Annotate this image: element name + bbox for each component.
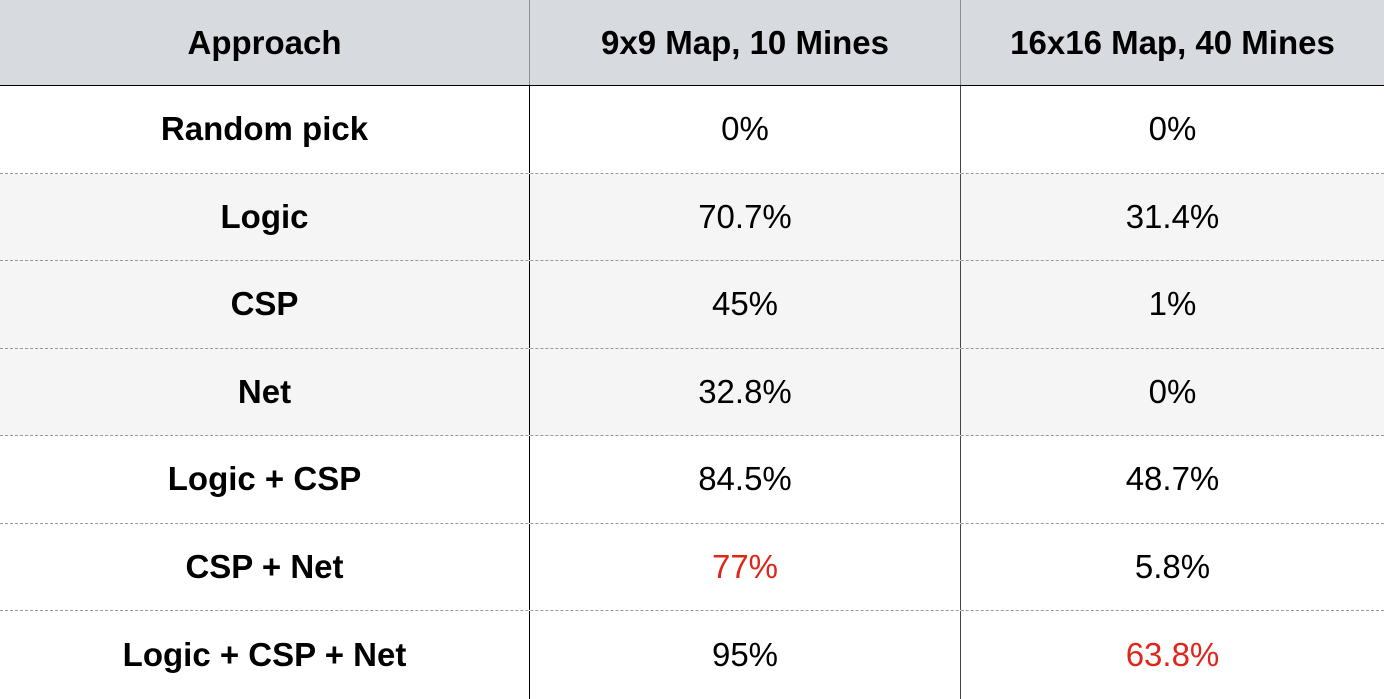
value-16x16: 48.7% — [1125, 460, 1220, 498]
value-9x9: 95% — [530, 611, 961, 699]
table-row: Logic + CSP + Net 95% 63.8% — [0, 611, 1384, 699]
approach-label: Random pick — [0, 86, 530, 173]
value-9x9: 45% — [530, 261, 961, 348]
approach-label: Logic + CSP — [0, 436, 530, 523]
table-row: CSP + Net 77% 5.8% — [0, 523, 1384, 611]
value-9x9: 77% — [530, 523, 961, 610]
table-row: CSP 45% 1% — [0, 261, 1384, 349]
header-9x9: 9x9 Map, 10 Mines — [530, 0, 961, 85]
table-row: Logic + CSP 84.5% 48.7% — [0, 436, 1384, 524]
value-9x9: 0% — [530, 86, 961, 173]
value-16x16: 5.8% — [1134, 547, 1211, 585]
value-9x9: 84.5% — [530, 436, 961, 523]
header-16x16: 16x16 Map, 40 Mines — [1010, 23, 1335, 61]
table-row: Random pick 0% 0% — [0, 86, 1384, 174]
header-approach: Approach — [0, 0, 530, 85]
value-16x16: 31.4% — [1125, 197, 1220, 235]
table-row: Logic 70.7% 31.4% — [0, 173, 1384, 261]
approach-label: Net — [0, 348, 530, 435]
value-9x9: 70.7% — [530, 173, 961, 260]
value-16x16: 1% — [1148, 285, 1197, 323]
table-row: Net 32.8% 0% — [0, 348, 1384, 436]
table-header-row: Approach 9x9 Map, 10 Mines 16x16 Map, 40… — [0, 0, 1384, 86]
approach-label: Logic + CSP + Net — [0, 611, 530, 699]
value-16x16: 0% — [1148, 372, 1197, 410]
value-16x16: 63.8% — [1125, 635, 1220, 673]
value-16x16: 0% — [1148, 110, 1197, 148]
approach-label: CSP — [0, 261, 530, 348]
value-9x9: 32.8% — [530, 348, 961, 435]
approach-label: Logic — [0, 173, 530, 260]
approach-label: CSP + Net — [0, 523, 530, 610]
